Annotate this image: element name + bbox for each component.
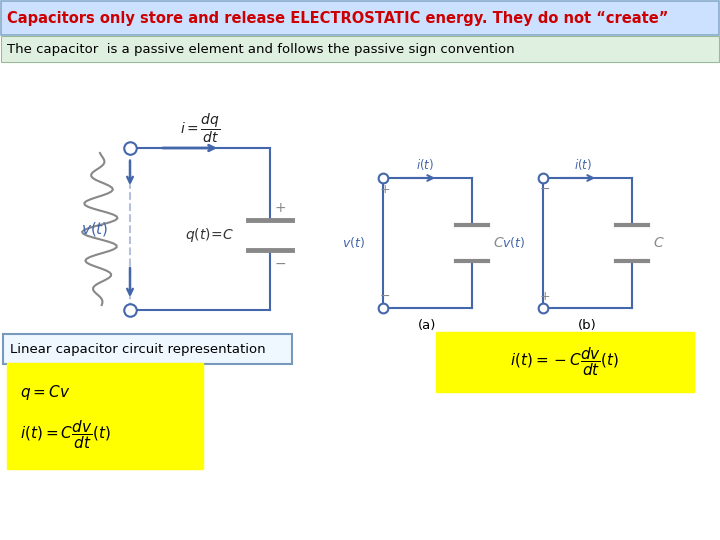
Text: Capacitors only store and release ELECTROSTATIC energy. They do not “create”: Capacitors only store and release ELECTR… — [7, 10, 668, 25]
Text: −: − — [275, 257, 287, 271]
Text: $q(t) \!=\! C$: $q(t) \!=\! C$ — [185, 226, 235, 244]
Text: The capacitor  is a passive element and follows the passive sign convention: The capacitor is a passive element and f… — [7, 43, 515, 56]
Text: C: C — [493, 236, 503, 250]
Text: $v(t)$: $v(t)$ — [81, 220, 109, 238]
Text: +: + — [380, 183, 391, 196]
Text: $i(t) = C\dfrac{dv}{dt}(t)$: $i(t) = C\dfrac{dv}{dt}(t)$ — [20, 418, 111, 451]
Text: $i(t)$: $i(t)$ — [574, 157, 592, 172]
FancyBboxPatch shape — [436, 332, 694, 392]
Text: $i = \dfrac{dq}{dt}$: $i = \dfrac{dq}{dt}$ — [180, 111, 220, 145]
Text: $v(t)$: $v(t)$ — [502, 235, 524, 251]
Text: Linear capacitor circuit representation: Linear capacitor circuit representation — [10, 342, 266, 355]
Text: +: + — [275, 201, 287, 215]
Text: −: − — [540, 183, 551, 196]
Text: $i(t)$: $i(t)$ — [416, 157, 434, 172]
Text: (a): (a) — [418, 320, 437, 333]
Text: C: C — [653, 236, 662, 250]
FancyBboxPatch shape — [1, 1, 719, 35]
Text: +: + — [540, 290, 551, 303]
Text: (b): (b) — [578, 320, 597, 333]
FancyBboxPatch shape — [3, 334, 292, 364]
FancyBboxPatch shape — [7, 363, 203, 469]
Text: $v(t)$: $v(t)$ — [341, 235, 364, 251]
Text: $q = Cv$: $q = Cv$ — [20, 382, 71, 402]
FancyBboxPatch shape — [1, 36, 719, 62]
Text: $i(t) = -C\dfrac{dv}{dt}(t)$: $i(t) = -C\dfrac{dv}{dt}(t)$ — [510, 346, 620, 379]
Text: −: − — [380, 290, 390, 303]
